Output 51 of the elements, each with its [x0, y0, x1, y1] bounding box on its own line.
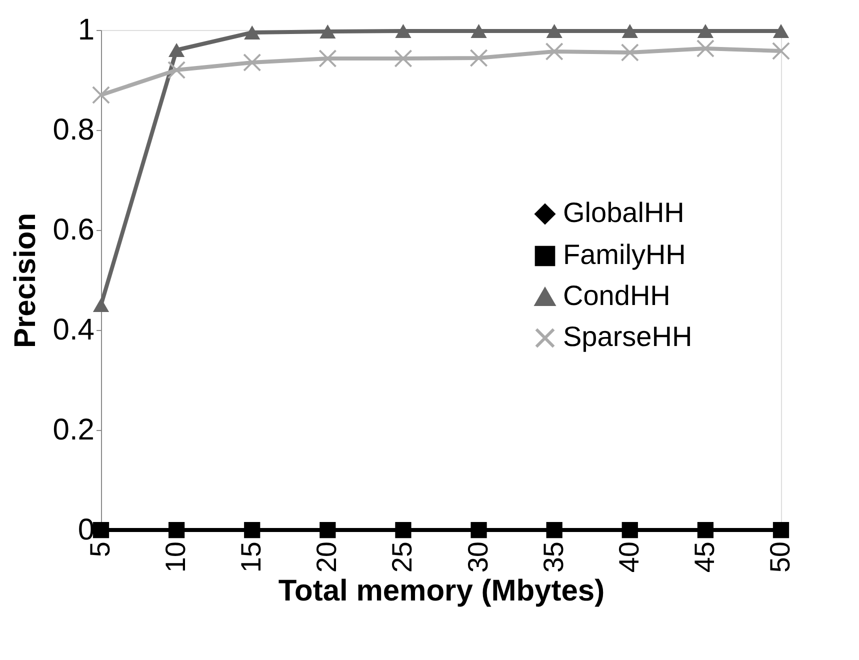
point — [244, 26, 260, 40]
point — [697, 522, 714, 538]
legend-label: GlobalHH — [563, 197, 684, 228]
point — [545, 42, 564, 61]
point — [620, 43, 639, 62]
x-tick-label: 25 — [386, 542, 418, 573]
x-tick-label: 10 — [160, 542, 192, 573]
x-tick-label: 15 — [236, 542, 267, 573]
point — [394, 49, 412, 68]
x-axis-title: Total memory (Mbytes) — [278, 574, 605, 608]
point — [622, 522, 638, 538]
point — [772, 24, 790, 38]
y-axis-title: Precision — [8, 212, 42, 348]
legend-label: FamilyHH — [563, 239, 686, 270]
point — [470, 48, 488, 68]
y-tick-label: 1 — [78, 14, 94, 46]
point — [92, 522, 110, 538]
y-tick-label: 0.8 — [52, 114, 94, 146]
point — [470, 24, 487, 38]
point — [92, 86, 110, 104]
point — [167, 60, 186, 80]
x-tick-label: 40 — [613, 542, 644, 573]
point — [772, 42, 790, 60]
x-tick-label: 20 — [311, 542, 342, 573]
y-tick-label: 0.4 — [52, 314, 94, 346]
x-tick-label: 30 — [462, 542, 494, 573]
point — [697, 24, 714, 38]
point — [92, 298, 110, 312]
x-tick-label: 35 — [538, 542, 569, 573]
point — [318, 49, 337, 68]
legend-label: SparseHH — [563, 321, 692, 352]
point — [244, 522, 260, 538]
point — [320, 24, 336, 38]
point — [546, 24, 562, 38]
point — [622, 24, 638, 38]
point — [696, 39, 715, 58]
y-tick-label: 0.6 — [52, 214, 94, 246]
point — [546, 522, 562, 538]
legend-label: CondHH — [563, 280, 670, 311]
x-tick-label: 5 — [84, 542, 116, 558]
point — [168, 522, 185, 538]
y-tick-label: 0.2 — [52, 414, 94, 446]
x-tick-label: 50 — [764, 542, 796, 573]
point — [168, 43, 185, 57]
point — [243, 53, 262, 72]
x-tick-label: 45 — [688, 542, 720, 573]
point — [772, 522, 790, 538]
point — [395, 24, 412, 38]
point — [320, 522, 336, 538]
point — [395, 522, 412, 538]
point — [470, 522, 487, 538]
